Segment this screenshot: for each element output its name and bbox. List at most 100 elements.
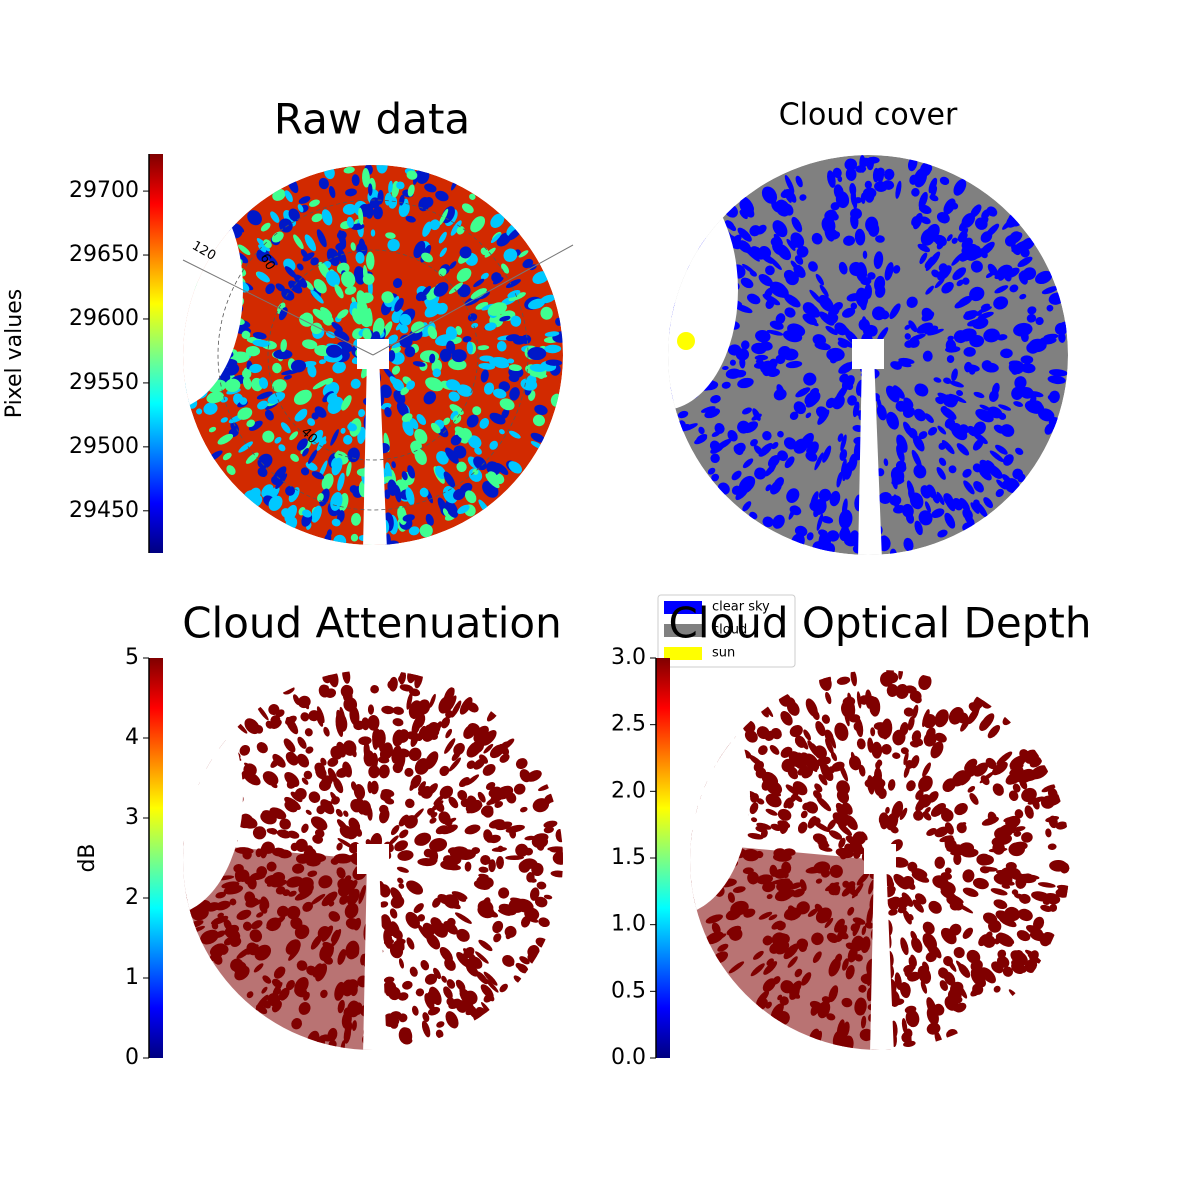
image-blob bbox=[404, 767, 414, 777]
image-blob bbox=[440, 717, 450, 729]
image-blob bbox=[323, 726, 330, 737]
image-blob bbox=[214, 930, 226, 939]
image-blob bbox=[463, 946, 475, 959]
legend-swatch bbox=[664, 647, 702, 660]
image-blob bbox=[296, 960, 308, 971]
image-blob bbox=[473, 278, 485, 288]
image-blob bbox=[468, 435, 482, 449]
image-blob bbox=[407, 465, 416, 479]
image-blob bbox=[903, 406, 915, 418]
image-blob bbox=[489, 412, 506, 425]
image-blob bbox=[867, 272, 876, 280]
image-blob bbox=[978, 467, 992, 481]
image-blob bbox=[381, 742, 393, 760]
image-blob bbox=[300, 467, 310, 476]
colorbar-label: Pixel values bbox=[2, 289, 27, 418]
image-blob bbox=[515, 843, 529, 857]
image-blob bbox=[727, 344, 742, 356]
image-blob bbox=[917, 965, 932, 984]
image-blob bbox=[962, 277, 970, 285]
image-blob bbox=[478, 873, 489, 879]
image-blob bbox=[766, 958, 774, 966]
image-blob bbox=[536, 881, 547, 890]
image-blob bbox=[370, 781, 379, 793]
image-blob bbox=[798, 247, 806, 258]
image-blob bbox=[776, 921, 786, 931]
image-blob bbox=[855, 287, 869, 308]
image-blob bbox=[964, 758, 978, 773]
image-blob bbox=[438, 231, 447, 244]
image-blob bbox=[400, 386, 410, 396]
image-blob bbox=[256, 271, 270, 283]
image-blob bbox=[418, 781, 426, 792]
colorbar-tick-label: 29650 bbox=[69, 242, 139, 267]
image-blob bbox=[937, 265, 952, 281]
image-blob bbox=[760, 828, 768, 838]
image-blob bbox=[778, 345, 792, 359]
image-blob bbox=[721, 381, 731, 389]
image-blob bbox=[459, 246, 472, 259]
image-blob bbox=[924, 501, 931, 513]
image-blob bbox=[383, 938, 395, 946]
image-blob bbox=[1015, 447, 1024, 455]
image-blob bbox=[818, 774, 828, 786]
image-blob bbox=[277, 905, 289, 918]
image-blob bbox=[365, 203, 374, 219]
colorbar-tick-label: 29550 bbox=[69, 370, 139, 395]
image-blob bbox=[919, 252, 928, 265]
image-blob bbox=[788, 190, 797, 203]
image-blob bbox=[861, 925, 867, 936]
image-blob bbox=[310, 289, 324, 304]
image-blob bbox=[425, 377, 444, 392]
image-blob bbox=[543, 826, 554, 834]
image-blob bbox=[814, 903, 823, 913]
image-blob bbox=[498, 903, 517, 916]
image-blob bbox=[390, 824, 400, 836]
image-blob bbox=[347, 888, 360, 906]
image-blob bbox=[469, 193, 476, 200]
image-blob bbox=[870, 727, 876, 737]
image-blob bbox=[438, 208, 449, 226]
image-blob bbox=[284, 771, 300, 787]
image-blob bbox=[368, 765, 380, 779]
image-blob bbox=[992, 841, 1005, 855]
image-blob bbox=[840, 434, 847, 452]
image-blob bbox=[935, 396, 944, 405]
image-blob bbox=[335, 808, 343, 817]
image-blob bbox=[247, 899, 264, 907]
image-blob bbox=[920, 216, 931, 225]
colorbar-tick-label: 0.0 bbox=[611, 1045, 646, 1070]
image-blob bbox=[960, 775, 971, 786]
image-blob bbox=[822, 445, 832, 463]
image-blob bbox=[345, 188, 357, 197]
image-blob bbox=[290, 791, 303, 803]
image-blob bbox=[298, 196, 311, 204]
image-blob bbox=[747, 871, 759, 885]
image-blob bbox=[254, 944, 272, 961]
image-blob bbox=[270, 879, 288, 888]
image-blob bbox=[320, 989, 328, 999]
image-blob bbox=[1020, 247, 1030, 258]
image-blob bbox=[296, 853, 310, 864]
image-blob bbox=[370, 229, 376, 237]
image-blob bbox=[828, 830, 843, 840]
image-blob bbox=[217, 912, 224, 918]
image-blob bbox=[483, 743, 494, 754]
image-blob bbox=[844, 815, 858, 831]
colorbar-label: dB bbox=[75, 843, 100, 872]
image-blob bbox=[200, 929, 219, 945]
image-blob bbox=[842, 307, 856, 318]
image-blob bbox=[911, 449, 922, 469]
image-blob bbox=[774, 888, 794, 902]
image-blob bbox=[536, 800, 552, 808]
image-blob bbox=[1000, 424, 1015, 437]
image-blob bbox=[979, 404, 991, 411]
image-blob bbox=[513, 783, 526, 795]
image-blob bbox=[466, 803, 483, 814]
image-blob bbox=[258, 244, 267, 253]
image-blob bbox=[464, 824, 481, 835]
image-blob bbox=[343, 166, 355, 174]
image-blob bbox=[545, 359, 563, 366]
image-blob bbox=[411, 808, 424, 822]
image-blob bbox=[303, 770, 313, 780]
